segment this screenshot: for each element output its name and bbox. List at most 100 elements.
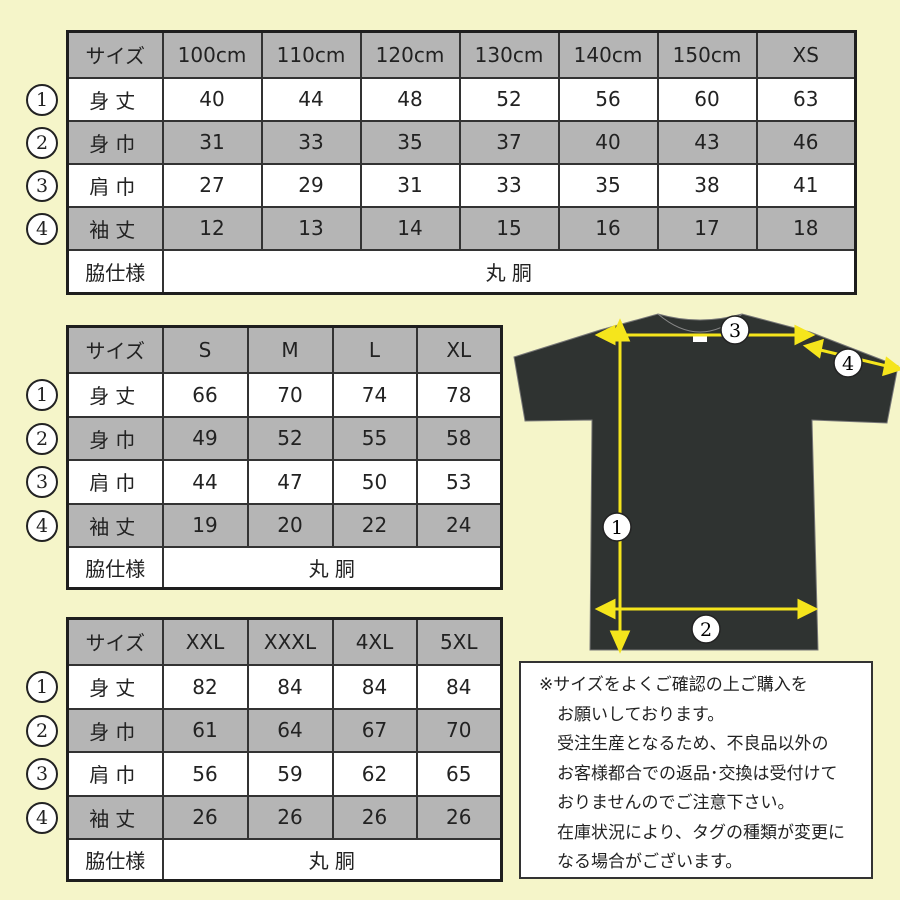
diagram-marker: 2 (691, 614, 721, 644)
size-header: XXXL (246, 617, 334, 666)
size-header: XXL (161, 617, 249, 666)
size-label-header: サイズ (66, 617, 164, 666)
measurement-value: 33 (458, 162, 560, 208)
measurement-value: 63 (755, 76, 857, 122)
size-header: M (246, 325, 334, 374)
measurement-value: 35 (557, 162, 659, 208)
table-row: 身丈 66 70 74 78 (66, 371, 503, 418)
measurement-label: 袖丈 (66, 794, 164, 840)
measurement-label: 身巾 (66, 119, 164, 165)
measurement-value: 22 (331, 502, 418, 548)
tag-icon (693, 334, 707, 342)
measurement-value: 26 (246, 794, 334, 840)
measurement-value: 24 (415, 502, 503, 548)
measurement-value: 37 (458, 119, 560, 165)
measurement-value: 20 (246, 502, 334, 548)
diagram-marker-label: 2 (700, 619, 712, 641)
size-table: サイズ XXL XXXL 4XL 5XL 身丈 82 84 84 84 身巾 61 64 67 70 肩巾 56… (66, 617, 503, 882)
size-label-header: サイズ (66, 325, 164, 374)
table-row: 身巾 31 33 35 37 40 43 46 (66, 119, 857, 165)
row-number-circle: 4 (26, 212, 58, 245)
measurement-value: 62 (331, 750, 418, 797)
header-row: サイズ XXL XXXL 4XL 5XL (66, 617, 503, 666)
measurement-value: 15 (458, 205, 560, 251)
diagram-marker-label: 1 (611, 517, 623, 539)
measurement-value: 46 (755, 119, 857, 165)
table-row: 袖丈 19 20 22 24 (66, 502, 503, 548)
measurement-value: 18 (755, 205, 857, 251)
measurement-value: 44 (260, 76, 362, 122)
row-number-circle: 4 (26, 801, 58, 834)
measurement-value: 82 (161, 663, 249, 710)
measurement-label: 身丈 (66, 76, 164, 122)
size-header: 150cm (656, 30, 758, 79)
row-number-circle: 1 (26, 83, 58, 116)
row-number-circle: 2 (26, 714, 58, 747)
measurement-label: 肩巾 (66, 750, 164, 797)
measurement-value: 40 (161, 76, 263, 122)
measurement-value: 33 (260, 119, 362, 165)
measurement-arrows (594, 318, 900, 654)
measurement-value: 78 (415, 371, 503, 418)
side-spec-row: 脇仕様丸 胴 (66, 545, 503, 590)
measurement-value: 26 (415, 794, 503, 840)
notice-line: お客様都合での返品･交換は受付けて (557, 763, 838, 784)
side-spec-value: 丸 胴 (161, 248, 857, 295)
row-number-circle: 3 (26, 169, 58, 202)
measurement-value: 49 (161, 415, 249, 461)
side-spec-label: 脇仕様 (66, 248, 164, 295)
measurement-value: 84 (415, 663, 503, 710)
measurement-value: 58 (415, 415, 503, 461)
measurement-value: 70 (415, 707, 503, 753)
table-row: 袖丈 12 13 14 15 16 17 18 (66, 205, 857, 251)
measurement-value: 17 (656, 205, 758, 251)
measurement-label: 身巾 (66, 415, 164, 461)
measurement-value: 38 (656, 162, 758, 208)
measurement-value: 31 (359, 162, 461, 208)
table-row: 身巾 61 64 67 70 (66, 707, 503, 753)
measurement-label: 袖丈 (66, 502, 164, 548)
size-header: S (161, 325, 249, 374)
side-spec-label: 脇仕様 (66, 545, 164, 590)
size-header: 140cm (557, 30, 659, 79)
row-number-circle: 3 (26, 466, 58, 498)
notice-line: お願いしております。 (557, 704, 725, 725)
size-header: XS (755, 30, 857, 79)
measurement-value: 84 (246, 663, 334, 710)
notice-box: ※サイズをよくご確認の上ご購入をお願いしております。受注生産となるため、不良品以… (519, 661, 873, 879)
row-number-circle: 2 (26, 126, 58, 159)
measurement-label: 肩巾 (66, 162, 164, 208)
measurement-value: 60 (656, 76, 758, 122)
measurement-value: 29 (260, 162, 362, 208)
table-row: 身丈 82 84 84 84 (66, 663, 503, 710)
measurement-value: 52 (246, 415, 334, 461)
tshirt-icon (513, 313, 899, 651)
measurement-value: 64 (246, 707, 334, 753)
measurement-value: 35 (359, 119, 461, 165)
measurement-value: 47 (246, 458, 334, 505)
measurement-value: 74 (331, 371, 418, 418)
measurement-value: 56 (161, 750, 249, 797)
diagram-marker: 1 (602, 512, 632, 542)
notice-line: 受注生産となるため、不良品以外の (557, 734, 829, 754)
measurement-value: 13 (260, 205, 362, 251)
side-spec-row: 脇仕様丸 胴 (66, 248, 857, 295)
header-row: サイズ 100cm 110cm 120cm 130cm 140cm 150cm XS (66, 30, 857, 79)
measurement-value: 41 (755, 162, 857, 208)
notice-line: ※サイズをよくご確認の上ご購入を (539, 675, 808, 695)
measurement-value: 56 (557, 76, 659, 122)
measurement-value: 52 (458, 76, 560, 122)
row-number-circle: 4 (26, 509, 58, 542)
measurement-value: 44 (161, 458, 249, 505)
table-row: 肩巾 44 47 50 53 (66, 458, 503, 505)
size-table: サイズ S M L XL 身丈 66 70 74 78 身巾 49 52 55 58 肩巾 44 47 50 53 袖丈… (66, 325, 503, 590)
size-header: 120cm (359, 30, 461, 79)
side-spec-value: 丸 胴 (161, 837, 503, 882)
diagram-marker: 3 (720, 315, 750, 345)
measurement-value: 84 (331, 663, 418, 710)
measurement-label: 身巾 (66, 707, 164, 753)
measurement-value: 40 (557, 119, 659, 165)
diagram-marker-label: 4 (842, 353, 854, 375)
notice-line: なる場合がございます。 (557, 852, 743, 872)
measurement-value: 48 (359, 76, 461, 122)
